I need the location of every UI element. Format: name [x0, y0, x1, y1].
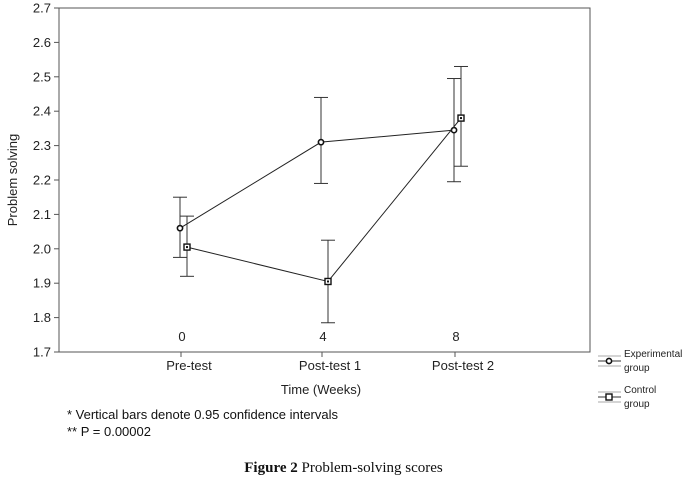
- legend-marker: [605, 393, 613, 401]
- chart: 1.7 1.8 1.9 2.0 2.1 2.2 2.3 2.4 2.5 2.6 2.7 Pre-te…: [5, 1, 682, 411]
- y-tick-label: 2.5: [33, 69, 51, 84]
- y-tick-label: 2.6: [33, 35, 51, 50]
- y-axis-title: Problem solving: [5, 134, 20, 227]
- y-tick-label: 2.0: [33, 241, 51, 256]
- y-tick-label: 2.2: [33, 173, 51, 188]
- y-tick-label: 1.9: [33, 276, 51, 291]
- footnote-ci: * Vertical bars denote 0.95 confidence i…: [67, 407, 339, 422]
- data-point: [317, 138, 325, 146]
- x-tick-label: Post-test 2: [432, 358, 494, 373]
- data-point: [176, 224, 184, 232]
- x-axis: Pre-test 0 Post-test 1 4 Post-test 2 8: [166, 329, 494, 373]
- y-tick-label: 2.4: [33, 104, 51, 119]
- figure-caption-label: Figure 2: [244, 460, 298, 476]
- legend-item: Control group: [598, 385, 656, 410]
- y-tick-label: 2.3: [33, 138, 51, 153]
- legend-marker: [605, 357, 613, 365]
- plot-area: [58, 7, 591, 353]
- x-tick-label: Post-test 1: [299, 358, 361, 373]
- data-point-core: [460, 117, 462, 120]
- x-tick-label: Pre-test: [166, 358, 212, 373]
- legend-label-line2: group: [624, 363, 650, 374]
- legend-item: Experimental group: [598, 349, 682, 374]
- y-tick-label: 1.8: [33, 310, 51, 325]
- legend-label-line1: Control: [624, 385, 656, 396]
- figure-caption-text: Problem-solving scores: [301, 460, 443, 476]
- figure-caption: Figure 2 Problem-solving scores: [0, 460, 687, 477]
- data-point-core: [186, 246, 188, 249]
- series-control: [180, 65, 468, 324]
- x-axis-title: Time (Weeks): [281, 382, 361, 397]
- data-point-core: [327, 280, 329, 283]
- y-axis: 1.7 1.8 1.9 2.0 2.1 2.2 2.3 2.4 2.5 2.6 2.7: [33, 1, 59, 360]
- week-label: 8: [452, 329, 459, 344]
- legend-label-line2: group: [624, 399, 650, 410]
- y-tick-label: 2.7: [33, 1, 51, 16]
- week-label: 4: [319, 329, 326, 344]
- footnote-p-value: ** P = 0.00002: [67, 424, 151, 439]
- y-tick-label: 2.1: [33, 207, 51, 222]
- legend: Experimental group Control group: [598, 349, 682, 410]
- week-label: 0: [178, 329, 185, 344]
- legend-label-line1: Experimental: [624, 349, 682, 360]
- series-layer: [173, 65, 468, 324]
- y-tick-label: 1.7: [33, 345, 51, 360]
